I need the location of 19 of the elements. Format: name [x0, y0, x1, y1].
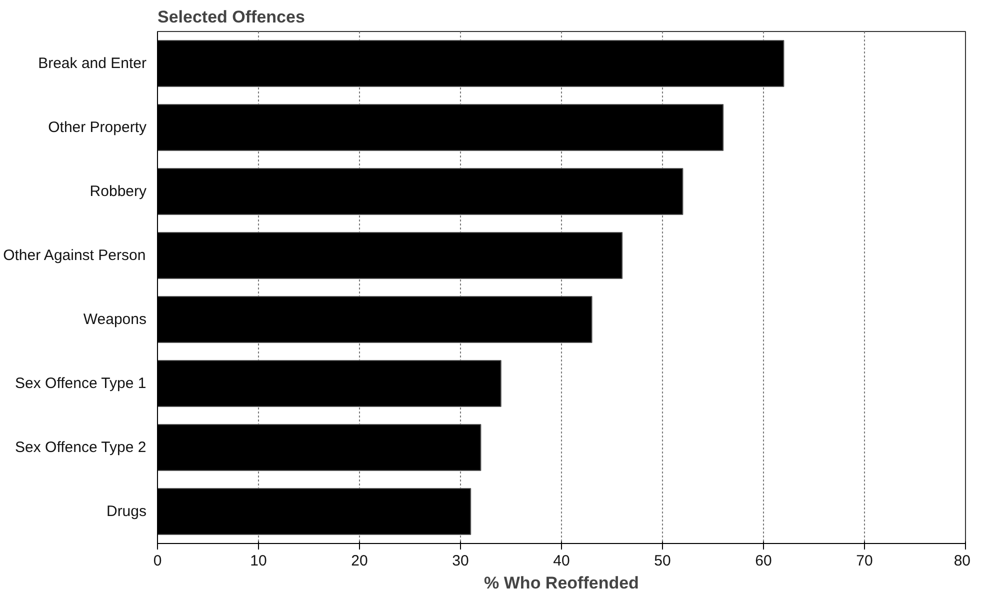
x-tick-label: 10	[250, 552, 267, 570]
x-tick-label: 60	[755, 552, 772, 570]
y-tick-label: Other Against Person	[3, 247, 146, 264]
y-tick-label: Weapons	[83, 311, 147, 328]
y-tick-label: Sex Offence Type 2	[15, 439, 146, 456]
x-tick-label: 70	[856, 552, 873, 570]
x-tick-label: 40	[553, 552, 570, 570]
x-tick-label: 0	[153, 552, 162, 570]
y-tick-label: Other Property	[48, 119, 147, 136]
x-axis-title: % Who Reoffended	[484, 574, 639, 592]
chart-title: Selected Offences	[158, 8, 305, 26]
y-tick-label: Robbery	[90, 183, 147, 200]
x-tick-label: 20	[351, 552, 368, 570]
x-tick-label: 30	[452, 552, 469, 570]
y-tick-label: Sex Offence Type 1	[15, 375, 146, 392]
y-tick-label: Break and Enter	[38, 55, 147, 72]
y-tick-label: Drugs	[106, 503, 147, 520]
x-tick-label: 50	[654, 552, 671, 570]
x-tick-label: 80	[954, 552, 971, 570]
